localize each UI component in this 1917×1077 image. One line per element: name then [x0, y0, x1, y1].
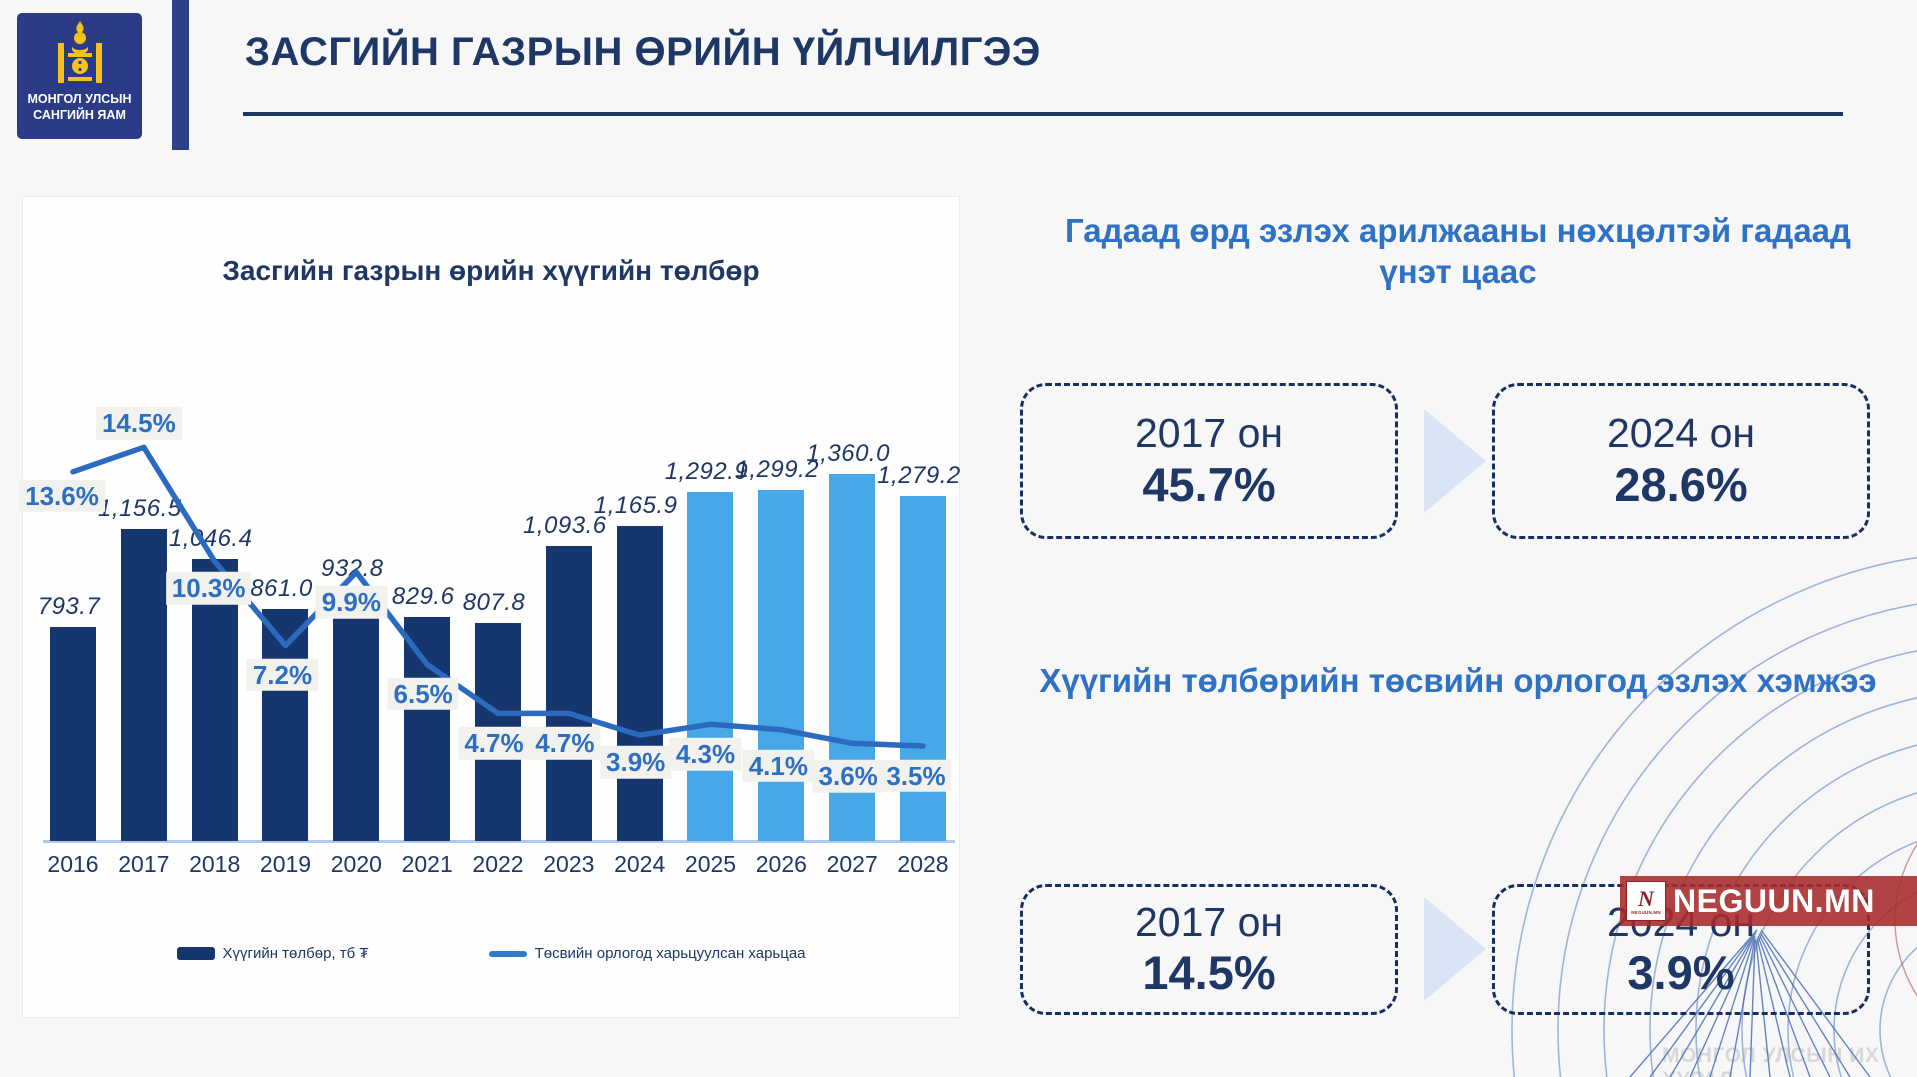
stat-value: 3.9%	[1627, 946, 1735, 1000]
line-swatch-icon	[488, 950, 527, 957]
x-axis-line	[43, 840, 955, 843]
legend-item-line: Төсвийн орлогод харьцуулсан харьцаа	[488, 945, 806, 962]
bar-2021	[404, 617, 451, 841]
ratio-label-2020: 9.9%	[315, 585, 387, 619]
bar-2023	[545, 545, 592, 841]
year-label-2016: 2016	[47, 851, 99, 877]
ratio-label-2026: 4.1%	[742, 749, 814, 782]
ratio-label-2025: 4.3%	[669, 738, 742, 771]
title-underline	[243, 112, 1843, 116]
ratio-label-2021: 6.5%	[387, 677, 459, 710]
year-label-2027: 2027	[826, 851, 878, 877]
bar-2017	[120, 528, 167, 841]
stat-value: 28.6%	[1614, 457, 1748, 511]
footer-watermark: МОНГОЛ УЛСЫН ИХ ХУРАЛ	[1662, 1044, 1880, 1077]
year-label-2022: 2022	[472, 851, 524, 877]
soyombo-icon	[57, 21, 102, 83]
neguun-watermark-banner: N NEGUUN.MN NEGUUN.MN	[1620, 876, 1917, 926]
ratio-label-2019: 7.2%	[246, 658, 319, 691]
bar-value-label-2024: 1,165.9	[593, 492, 678, 520]
ratio-label-2023: 4.7%	[529, 727, 601, 760]
bar-value-label-2022: 807.8	[462, 589, 526, 617]
bar-swatch-icon	[176, 947, 215, 960]
stat-value: 14.5%	[1142, 946, 1276, 1000]
bar-2024	[616, 526, 663, 841]
neguun-logo-caption: NEGUUN.MN	[1631, 909, 1661, 915]
arrow-right-icon	[1424, 409, 1486, 513]
bar-value-label-2018: 1,046.4	[168, 524, 253, 552]
bar-value-label-2017: 1,156.5	[98, 494, 182, 522]
section-title-interest-share: Хүүгийн төлбөрийн төсвийн орлогод эзлэх …	[1039, 662, 1877, 699]
year-label-2018: 2018	[189, 851, 241, 877]
chart-title: Засгийн газрын өрийн хүүгийн төлбөр	[222, 255, 760, 286]
legend-label: Төсвийн орлогод харьцуулсан харьцаа	[534, 945, 806, 962]
year-label-2020: 2020	[330, 851, 382, 877]
ratio-label-2028: 3.5%	[880, 759, 952, 793]
bar-2020	[333, 589, 380, 841]
stat-box-2017-14: 2017 он 14.5%	[1020, 884, 1398, 1015]
stat-value: 45.7%	[1142, 457, 1276, 511]
bar-2016	[50, 626, 96, 841]
year-label-2017: 2017	[118, 851, 170, 877]
ministry-logo: МОНГОЛ УЛСЫН САНГИЙН ЯАМ	[17, 13, 142, 139]
page-title: ЗАСГИЙН ГАЗРЫН ӨРИЙН ҮЙЛЧИЛГЭЭ	[245, 30, 1041, 74]
legend-item-bars: Хүүгийн төлбөр, тб ₮	[176, 945, 369, 962]
year-label-2021: 2021	[401, 851, 453, 877]
chart-plot-area: 793.7 1,156.5 1,046.4 861.0 932.8 829.6 807.8 1…	[19, 197, 961, 1019]
neguun-logo-letter: N	[1638, 885, 1654, 911]
ratio-label-2016: 13.6%	[19, 479, 105, 512]
chart-legend: Хүүгийн төлбөр, тб ₮ Төсвийн орлогод хар…	[23, 945, 959, 962]
bar-value-label-2028: 1,279.2	[877, 461, 961, 489]
ratio-label-2027: 3.6%	[812, 760, 884, 793]
year-label-2028: 2028	[897, 851, 949, 877]
section-title-external-bonds: Гадаад өрд эзлэх арилжааны нөхцөлтэй гад…	[1065, 212, 1851, 291]
year-label-2026: 2026	[755, 851, 807, 877]
legend-label: Хүүгийн төлбөр, тб ₮	[222, 945, 369, 962]
bar-value-label-2016: 793.7	[37, 592, 101, 620]
stat-year: 2017 он	[1134, 410, 1284, 457]
year-label-2019: 2019	[259, 851, 312, 877]
neguun-logo-icon: N NEGUUN.MN	[1626, 881, 1666, 921]
bar-2025	[687, 492, 734, 841]
neguun-banner-text: NEGUUN.MN	[1673, 882, 1875, 919]
year-label-2024: 2024	[614, 851, 666, 877]
bar-value-label-2020: 932.8	[321, 555, 384, 583]
ratio-label-2022: 4.7%	[458, 727, 530, 760]
stat-box-2017-45: 2017 он 45.7%	[1020, 383, 1398, 539]
year-label-2023: 2023	[543, 851, 595, 877]
ratio-label-2024: 3.9%	[600, 745, 672, 779]
bar-2026	[758, 490, 805, 841]
bar-value-label-2019: 861.0	[250, 574, 313, 602]
ministry-logo-text: МОНГОЛ УЛСЫН САНГИЙН ЯАМ	[27, 92, 132, 123]
ratio-label-2017: 14.5%	[95, 407, 182, 440]
stat-year: 2017 он	[1134, 898, 1284, 945]
stat-box-2024-28: 2024 он 28.6%	[1492, 383, 1870, 539]
bar-2019	[262, 608, 309, 841]
ratio-label-2018: 10.3%	[165, 572, 252, 605]
header-divider	[172, 0, 189, 150]
stat-year: 2024 он	[1606, 410, 1756, 457]
arrow-right-icon	[1424, 897, 1486, 1001]
chart-card: 793.7 1,156.5 1,046.4 861.0 932.8 829.6 807.8 1…	[19, 196, 961, 1019]
year-label-2025: 2025	[684, 851, 737, 877]
bar-value-label-2021: 829.6	[391, 583, 455, 611]
